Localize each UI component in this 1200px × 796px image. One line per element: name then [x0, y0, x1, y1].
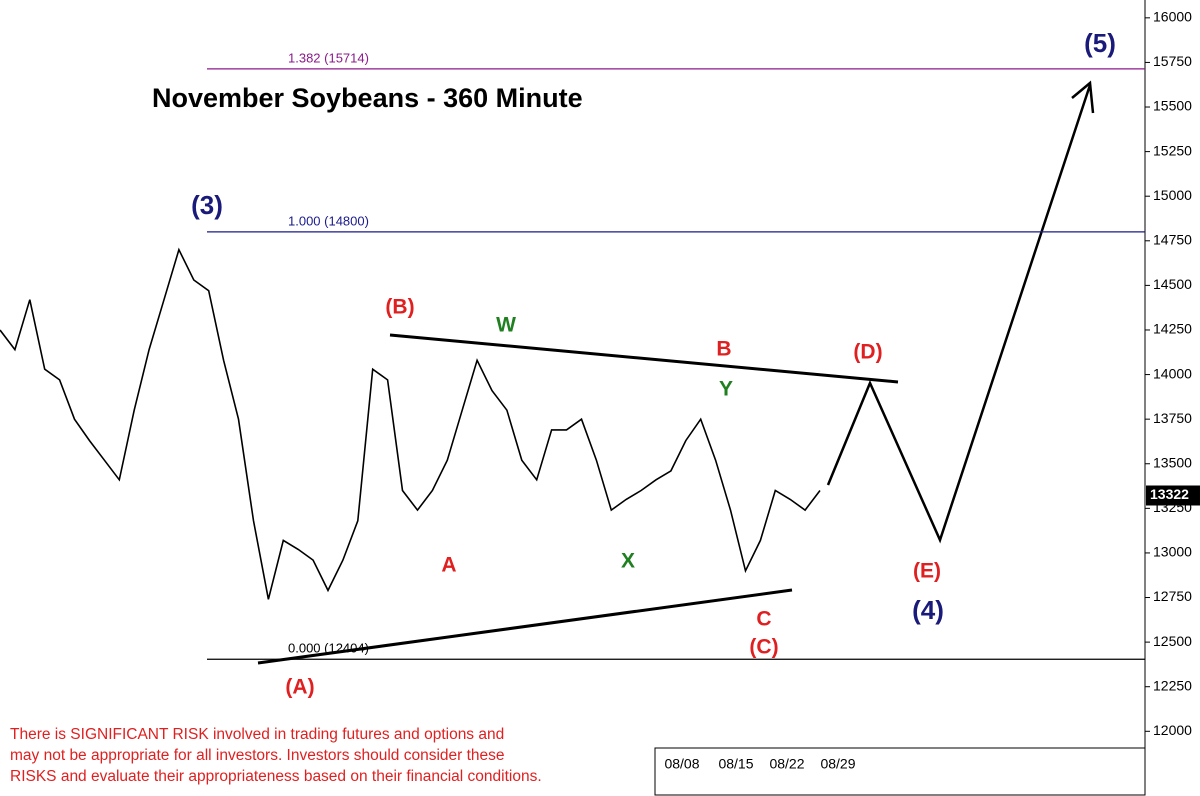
- wave-label: (C): [749, 636, 778, 659]
- chart-title: November Soybeans - 360 Minute: [152, 83, 583, 113]
- disclaimer: RISKS and evaluate their appropriateness…: [10, 768, 542, 785]
- wave-label: A: [441, 554, 456, 577]
- last-price-label: 13322: [1150, 486, 1189, 502]
- wave-label: (3): [191, 190, 223, 220]
- level-label: 1.382 (15714): [288, 50, 369, 65]
- y-tick-label: 15250: [1153, 142, 1192, 158]
- wave-label: (4): [912, 595, 944, 625]
- wave-label: B: [716, 338, 731, 361]
- y-tick-label: 12750: [1153, 588, 1192, 604]
- trendline: [389, 333, 899, 384]
- y-tick-label: 13000: [1153, 544, 1192, 560]
- y-tick-label: 13500: [1153, 454, 1192, 470]
- date-strip: [654, 747, 1146, 796]
- y-tick-label: 15000: [1153, 187, 1192, 203]
- wave-label: W: [496, 314, 516, 337]
- y-tick-label: 13750: [1153, 410, 1192, 426]
- y-tick-label: 14750: [1153, 231, 1192, 247]
- y-tick-label: 12250: [1153, 677, 1192, 693]
- x-tick-label: 08/15: [718, 756, 753, 772]
- arrow-head: [1071, 80, 1095, 114]
- level-label: 0.000 (12404): [288, 641, 369, 656]
- y-tick-label: 12000: [1153, 722, 1192, 738]
- wave-label: (A): [285, 676, 314, 699]
- y-tick-label: 15750: [1153, 53, 1192, 69]
- wave-label: X: [621, 550, 635, 573]
- y-tick-label: 16000: [1153, 9, 1192, 25]
- y-tick-label: 12500: [1153, 633, 1192, 649]
- x-tick-label: 08/22: [769, 756, 804, 772]
- trendline: [257, 588, 793, 665]
- wave-label: C: [756, 608, 771, 631]
- y-tick-label: 14500: [1153, 276, 1192, 292]
- wave-label: (5): [1084, 28, 1116, 58]
- last-price-box: [1146, 485, 1200, 506]
- level-label: 1.000 (14800): [288, 213, 369, 228]
- x-tick-label: 08/08: [664, 756, 699, 772]
- wave-label: (E): [913, 560, 941, 583]
- wave-label: Y: [719, 378, 733, 401]
- wave-label: (B): [385, 296, 414, 319]
- y-tick-label: 14000: [1153, 365, 1192, 381]
- y-tick-label: 14250: [1153, 321, 1192, 337]
- price-line: [0, 247, 821, 600]
- x-tick-label: 08/29: [820, 756, 855, 772]
- disclaimer: may not be appropriate for all investors…: [10, 747, 505, 764]
- wave-label: (D): [853, 341, 882, 364]
- disclaimer: There is SIGNIFICANT RISK involved in tr…: [10, 726, 504, 743]
- y-tick-label: 15500: [1153, 98, 1192, 114]
- projection-path: [826, 84, 1092, 544]
